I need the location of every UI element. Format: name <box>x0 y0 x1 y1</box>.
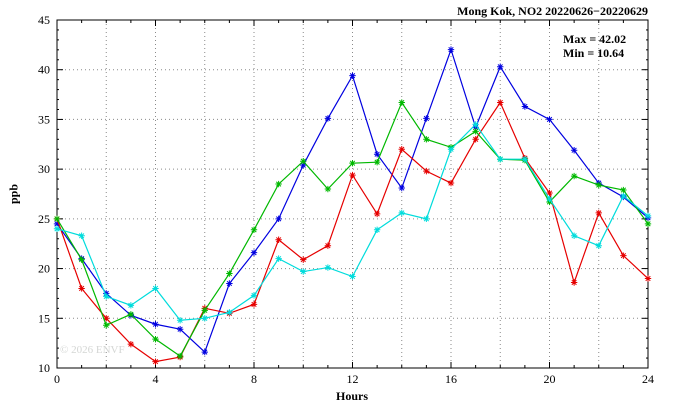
series-markers-cyan <box>53 121 652 324</box>
series-line-cyan <box>56 123 649 321</box>
y-tick-label: 20 <box>38 262 50 276</box>
y-tick-label: 15 <box>38 311 50 325</box>
y-tick-label: 10 <box>38 361 50 375</box>
y-tick-label: 45 <box>38 13 50 27</box>
x-tick-label: 0 <box>54 372 60 386</box>
y-tick-label: 25 <box>38 212 50 226</box>
x-tick-label: 4 <box>153 372 159 386</box>
max-annotation: Max = 42.02 <box>563 32 627 46</box>
x-tick-label: 20 <box>544 372 556 386</box>
x-axis-label: Hours <box>335 389 369 403</box>
y-tick-label: 30 <box>38 162 50 176</box>
x-tick-label: 8 <box>251 372 257 386</box>
watermark: © 2026 ENVF <box>60 344 125 356</box>
y-tick-label: 35 <box>38 112 50 126</box>
chart-title: Mong Kok, NO2 20220626−20220629 <box>457 4 648 18</box>
y-axis-label: ppb <box>6 183 21 205</box>
min-annotation: Min = 10.64 <box>563 46 625 60</box>
x-tick-label: 16 <box>445 372 457 386</box>
y-tick-label: 40 <box>38 63 50 77</box>
x-tick-label: 12 <box>347 372 359 386</box>
x-tick-label: 24 <box>642 372 654 386</box>
